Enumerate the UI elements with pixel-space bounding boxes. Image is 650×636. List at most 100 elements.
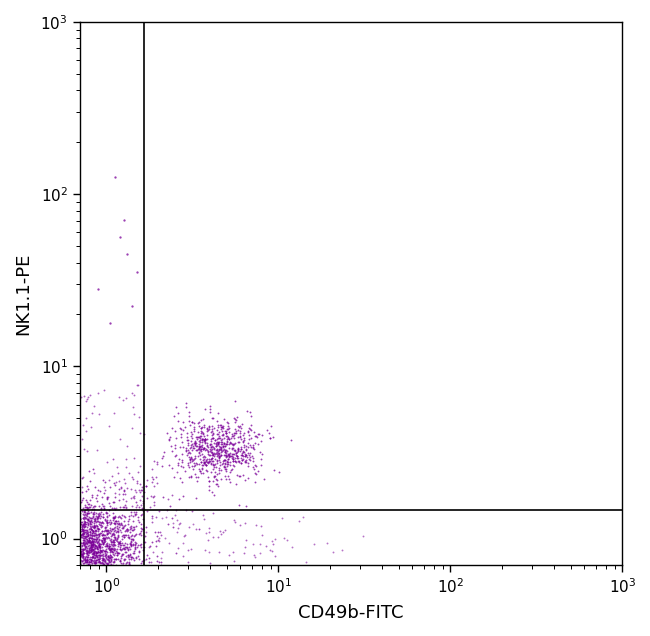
Point xyxy=(77,538,88,548)
Point xyxy=(125,507,136,517)
Point xyxy=(249,444,259,454)
Point xyxy=(93,600,103,611)
Point xyxy=(83,586,93,597)
Point xyxy=(56,524,66,534)
Point xyxy=(69,502,79,512)
Point xyxy=(99,502,109,513)
Point xyxy=(75,548,86,558)
Point xyxy=(133,380,144,391)
Point xyxy=(18,495,29,505)
Point xyxy=(124,542,134,552)
Point xyxy=(64,532,75,543)
Point xyxy=(210,471,220,481)
Point xyxy=(44,546,54,556)
Point xyxy=(84,538,95,548)
Point xyxy=(98,518,108,528)
Point xyxy=(189,424,200,434)
Point xyxy=(71,543,81,553)
Point xyxy=(67,545,77,555)
Point xyxy=(79,527,90,537)
Point xyxy=(209,460,219,471)
Point xyxy=(92,534,102,544)
Point xyxy=(190,440,201,450)
Point xyxy=(135,461,146,471)
Point xyxy=(186,440,196,450)
Point xyxy=(25,542,35,552)
Point xyxy=(72,539,82,549)
Point xyxy=(72,529,82,539)
Point xyxy=(170,440,180,450)
Point xyxy=(82,536,92,546)
Point xyxy=(60,541,70,551)
Point xyxy=(49,548,59,558)
Point xyxy=(103,492,113,502)
Point xyxy=(79,518,89,528)
Point xyxy=(33,590,44,600)
Point xyxy=(131,552,141,562)
Point xyxy=(23,522,33,532)
Point xyxy=(119,553,129,563)
Point xyxy=(56,586,66,597)
Point xyxy=(69,532,79,543)
Point xyxy=(222,460,232,471)
Point xyxy=(203,456,214,466)
Point xyxy=(66,541,77,551)
Point xyxy=(85,541,96,551)
Point xyxy=(65,571,75,581)
Point xyxy=(22,480,32,490)
Point xyxy=(49,520,60,530)
Point xyxy=(105,544,115,554)
Point xyxy=(38,564,48,574)
Point xyxy=(65,565,75,575)
Point xyxy=(211,441,222,452)
Point xyxy=(194,417,204,427)
Point xyxy=(91,567,101,577)
Point xyxy=(79,561,89,571)
Point xyxy=(270,534,280,544)
Point xyxy=(34,551,44,561)
Point xyxy=(222,451,233,461)
Point xyxy=(81,486,91,496)
Point xyxy=(209,448,220,458)
Point xyxy=(118,563,129,574)
Point xyxy=(80,577,90,587)
Point xyxy=(14,583,24,593)
Point xyxy=(177,537,188,548)
Point xyxy=(88,547,99,557)
Point xyxy=(88,508,98,518)
Point xyxy=(111,532,121,543)
Point xyxy=(94,554,104,564)
Point xyxy=(32,553,42,563)
Point xyxy=(48,541,58,551)
Point xyxy=(99,477,110,487)
Point xyxy=(122,542,132,552)
Point xyxy=(96,579,107,590)
Point xyxy=(84,567,94,577)
Point xyxy=(85,390,96,400)
Point xyxy=(67,556,77,566)
Point xyxy=(123,550,133,560)
Point xyxy=(71,576,81,586)
Point xyxy=(32,509,42,519)
Point xyxy=(189,443,200,453)
Point xyxy=(38,509,49,519)
Point xyxy=(53,568,64,578)
Point xyxy=(86,529,97,539)
Point xyxy=(53,534,64,544)
Point xyxy=(99,513,110,523)
Point xyxy=(231,448,241,458)
Point xyxy=(142,474,152,485)
Point xyxy=(34,490,44,501)
Point xyxy=(62,539,73,549)
Point xyxy=(201,465,211,475)
Point xyxy=(40,567,51,577)
Point xyxy=(42,556,53,566)
Point xyxy=(56,523,66,534)
Point xyxy=(130,530,140,540)
Point xyxy=(262,425,272,435)
Point xyxy=(265,433,275,443)
Point xyxy=(31,546,41,556)
Point xyxy=(71,553,81,563)
Point xyxy=(94,537,104,548)
Point xyxy=(46,515,56,525)
